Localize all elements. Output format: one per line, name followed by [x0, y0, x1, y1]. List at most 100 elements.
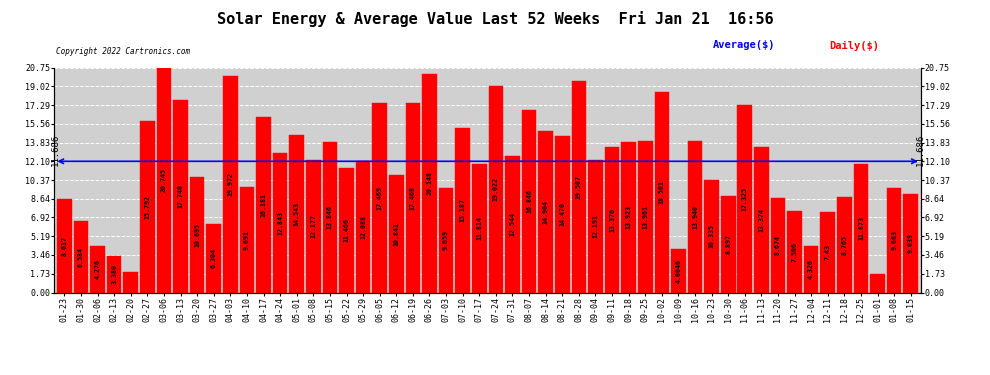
Text: 12.088: 12.088: [360, 215, 366, 239]
Text: 10.695: 10.695: [194, 222, 200, 246]
Bar: [57, 199, 71, 292]
Text: Copyright 2022 Cartronics.com: Copyright 2022 Cartronics.com: [56, 47, 190, 56]
Bar: [90, 246, 105, 292]
Text: 9.659: 9.659: [444, 230, 449, 250]
Text: 19.022: 19.022: [493, 177, 499, 201]
Text: 12.191: 12.191: [592, 214, 598, 238]
Text: 4.276: 4.276: [95, 260, 101, 279]
Bar: [124, 272, 138, 292]
Bar: [140, 121, 154, 292]
Bar: [738, 105, 752, 292]
Bar: [355, 161, 370, 292]
Text: 11.814: 11.814: [476, 216, 482, 240]
Bar: [323, 142, 338, 292]
Text: 13.376: 13.376: [609, 208, 615, 232]
Text: 9.039: 9.039: [908, 234, 914, 254]
Text: 7.43: 7.43: [825, 244, 831, 260]
Bar: [505, 156, 520, 292]
Text: 8.765: 8.765: [842, 235, 847, 255]
Bar: [389, 175, 404, 292]
Text: 19.507: 19.507: [576, 175, 582, 199]
Text: 10.841: 10.841: [393, 222, 399, 246]
Text: 13.961: 13.961: [643, 205, 648, 229]
Bar: [904, 195, 918, 292]
Text: 15.187: 15.187: [459, 198, 465, 222]
Text: 11.466: 11.466: [344, 218, 349, 242]
Bar: [853, 164, 868, 292]
Text: 12.544: 12.544: [510, 213, 516, 237]
Text: 11.686: 11.686: [50, 134, 59, 166]
Text: 16.181: 16.181: [260, 193, 266, 217]
Bar: [289, 135, 304, 292]
Bar: [107, 256, 122, 292]
Bar: [588, 160, 603, 292]
Text: 17.469: 17.469: [377, 186, 383, 210]
Text: 20.148: 20.148: [427, 171, 433, 195]
Text: 3.380: 3.380: [111, 264, 117, 284]
Text: 4.0046: 4.0046: [675, 259, 681, 283]
Bar: [622, 141, 636, 292]
Bar: [207, 224, 221, 292]
Bar: [821, 212, 836, 292]
Bar: [223, 76, 238, 292]
Text: 19.972: 19.972: [228, 172, 234, 196]
Text: 13.374: 13.374: [758, 208, 764, 232]
Bar: [489, 86, 503, 292]
Text: 14.904: 14.904: [543, 200, 548, 224]
Bar: [256, 117, 271, 292]
Bar: [787, 211, 802, 292]
Text: 14.543: 14.543: [294, 202, 300, 226]
Bar: [372, 103, 387, 292]
Text: 8.674: 8.674: [775, 236, 781, 255]
Text: 13.846: 13.846: [327, 206, 333, 230]
Text: 6.304: 6.304: [211, 248, 217, 268]
Text: 12.177: 12.177: [310, 214, 317, 238]
Bar: [73, 221, 88, 292]
Bar: [306, 160, 321, 292]
Bar: [173, 100, 188, 292]
Text: 6.584: 6.584: [78, 247, 84, 267]
Text: 16.846: 16.846: [526, 189, 532, 213]
Bar: [887, 188, 902, 292]
Bar: [804, 246, 819, 292]
Bar: [704, 180, 719, 292]
Bar: [770, 198, 785, 292]
Bar: [455, 128, 470, 292]
Text: 17.468: 17.468: [410, 186, 416, 210]
Bar: [555, 136, 569, 292]
Text: 17.740: 17.740: [177, 184, 183, 209]
Bar: [439, 188, 453, 292]
Text: 11.873: 11.873: [858, 216, 864, 240]
Text: Daily($): Daily($): [830, 40, 880, 51]
Bar: [406, 103, 420, 292]
Text: Solar Energy & Average Value Last 52 Weeks  Fri Jan 21  16:56: Solar Energy & Average Value Last 52 Wee…: [217, 11, 773, 27]
Bar: [721, 196, 736, 292]
Bar: [472, 164, 486, 292]
Bar: [605, 147, 620, 292]
Bar: [522, 110, 537, 292]
Text: 4.326: 4.326: [808, 259, 814, 279]
Bar: [273, 153, 287, 292]
Bar: [340, 168, 353, 292]
Text: 9.691: 9.691: [244, 230, 249, 250]
Bar: [754, 147, 768, 292]
Text: 17.325: 17.325: [742, 187, 747, 211]
Text: 14.470: 14.470: [559, 202, 565, 226]
Text: 12.843: 12.843: [277, 211, 283, 235]
Bar: [838, 198, 851, 292]
Text: Average($): Average($): [713, 40, 775, 51]
Text: 13.940: 13.940: [692, 205, 698, 229]
Bar: [571, 81, 586, 292]
Text: 9.663: 9.663: [891, 230, 897, 250]
Text: 15.792: 15.792: [145, 195, 150, 219]
Bar: [190, 177, 205, 292]
Bar: [156, 68, 171, 292]
Bar: [422, 74, 437, 292]
Bar: [671, 249, 686, 292]
Text: 8.897: 8.897: [726, 234, 732, 254]
Text: 13.923: 13.923: [626, 205, 632, 229]
Bar: [654, 92, 669, 292]
Bar: [870, 274, 885, 292]
Text: 18.501: 18.501: [658, 180, 665, 204]
Bar: [240, 188, 254, 292]
